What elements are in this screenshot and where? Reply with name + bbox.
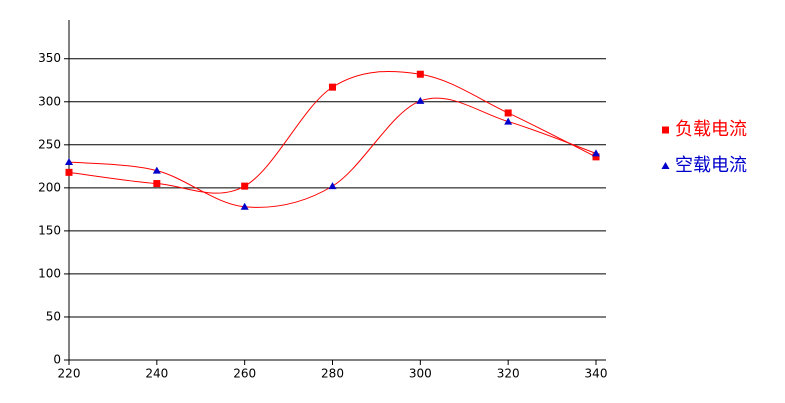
marker: [416, 70, 424, 78]
x-tick-label: 280: [321, 367, 344, 381]
marker: [592, 149, 600, 157]
legend-label: 空载电流: [675, 155, 747, 176]
y-tick-label: 300: [38, 94, 61, 108]
x-tick-label: 260: [233, 367, 256, 381]
legend-label: 负载电流: [675, 119, 747, 140]
x-tick-label: 300: [409, 367, 432, 381]
marker: [592, 153, 600, 161]
x-tick-label: 320: [497, 367, 520, 381]
legend-marker: [662, 126, 669, 134]
y-tick-label: 100: [38, 266, 61, 280]
x-tick-label: 340: [585, 367, 608, 381]
x-tick-label: 240: [145, 367, 168, 381]
marker: [416, 96, 425, 104]
marker: [152, 166, 161, 174]
y-tick-label: 200: [38, 180, 61, 194]
y-tick-label: 350: [38, 51, 61, 65]
marker: [241, 182, 249, 190]
marker: [329, 83, 336, 91]
y-tick-label: 0: [53, 353, 61, 367]
x-tick-label: 220: [58, 367, 81, 381]
marker: [240, 202, 249, 210]
marker: [65, 168, 73, 176]
series-line: [68, 97, 597, 208]
y-tick-label: 150: [38, 223, 61, 237]
marker: [504, 117, 513, 125]
y-tick-label: 50: [46, 309, 61, 323]
marker: [328, 182, 337, 190]
marker: [153, 180, 161, 188]
y-tick-label: 250: [38, 137, 61, 151]
marker: [65, 158, 73, 166]
marker: [504, 109, 512, 117]
legend-marker: [661, 162, 670, 169]
